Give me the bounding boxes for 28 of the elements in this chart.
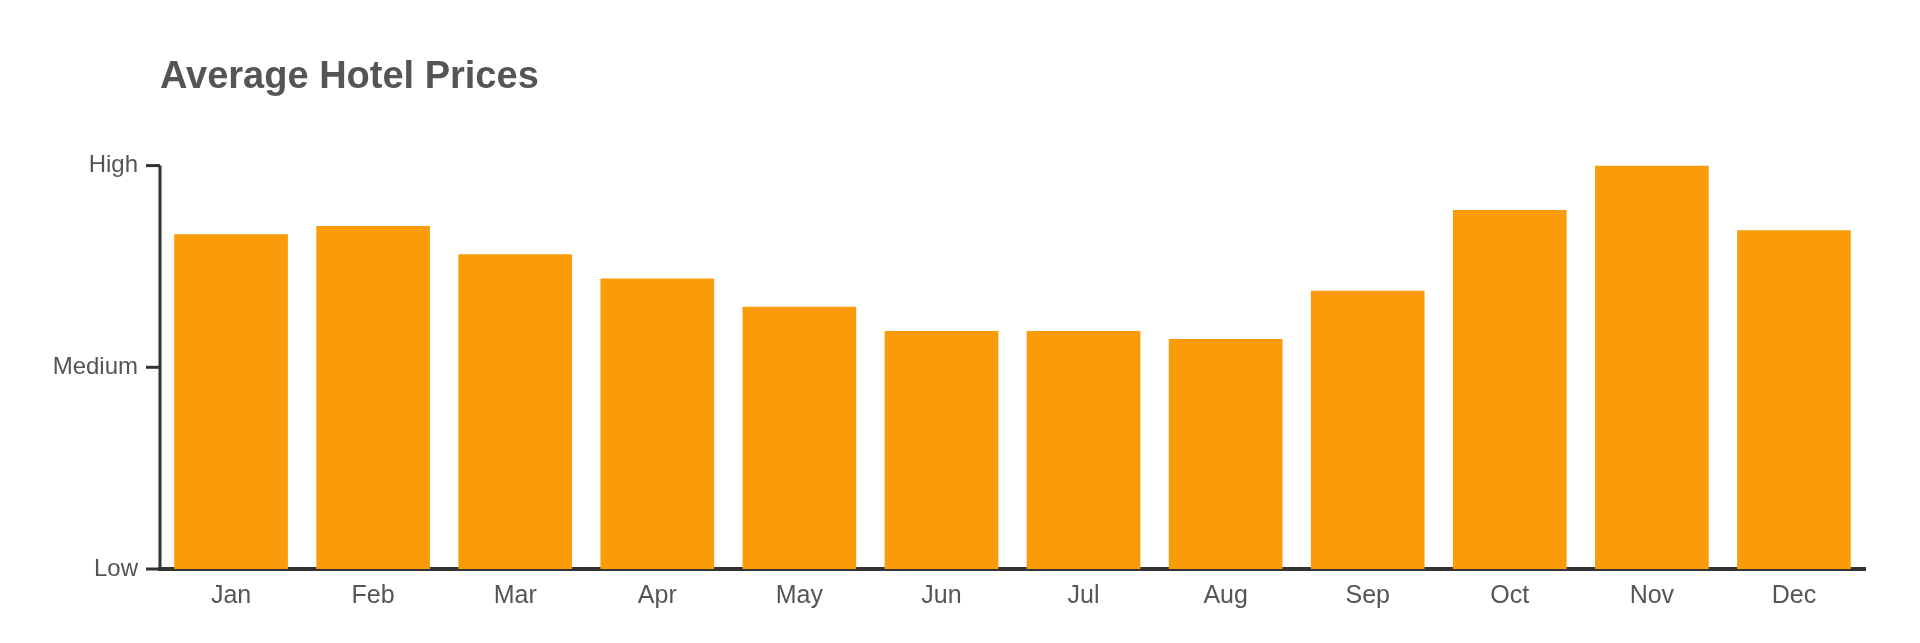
x-tick-label: Jan xyxy=(210,579,252,608)
bar xyxy=(742,306,857,569)
text: High xyxy=(88,150,138,178)
bar xyxy=(1168,339,1283,569)
bar xyxy=(1737,230,1851,569)
bar xyxy=(458,254,573,569)
bar xyxy=(600,278,715,569)
text: Low xyxy=(93,553,139,581)
bar xyxy=(316,226,430,569)
bar xyxy=(174,234,288,569)
x-tick-label: Mar xyxy=(493,579,537,608)
bar xyxy=(884,330,999,569)
x-tick-label: Dec xyxy=(1771,579,1817,608)
bar xyxy=(1452,209,1567,569)
bar xyxy=(1595,165,1709,569)
text: Medium xyxy=(52,351,138,379)
bar xyxy=(1310,290,1425,569)
x-tick-label: Jun xyxy=(921,579,962,608)
x-tick-label: Jul xyxy=(1067,579,1100,608)
x-tick-label: Nov xyxy=(1629,579,1675,608)
x-tick-label: Oct xyxy=(1490,579,1530,608)
x-tick-label: Sep xyxy=(1345,579,1390,608)
x-tick-label: Aug xyxy=(1203,579,1248,608)
x-tick-label: May xyxy=(775,579,824,608)
x-tick-label: Apr xyxy=(637,579,677,608)
bar xyxy=(1026,330,1141,569)
chart-title: Average Hotel Prices xyxy=(160,54,539,97)
x-tick-label: Feb xyxy=(351,579,395,608)
